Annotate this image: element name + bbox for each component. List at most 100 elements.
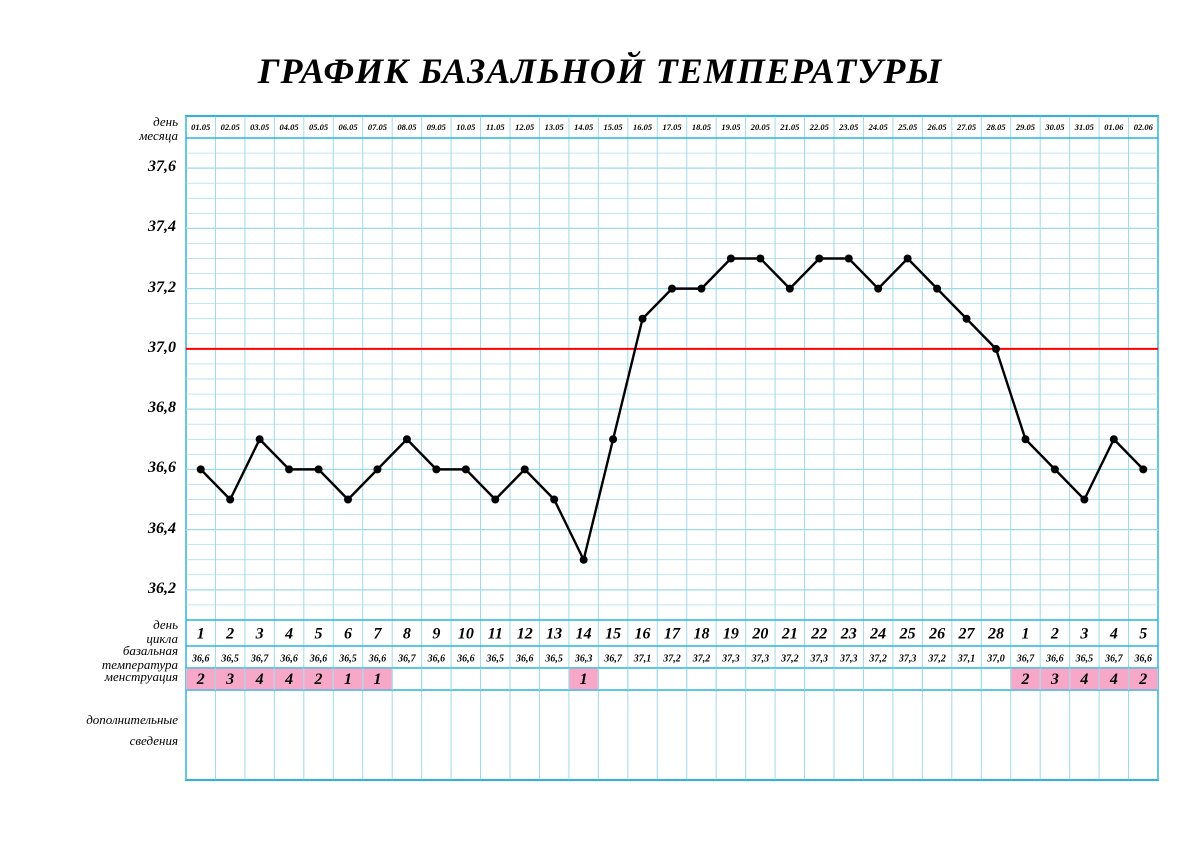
date-cell: 12.05 <box>515 122 535 132</box>
cycle-day-cell: 24 <box>869 626 886 643</box>
menstruation-cell: 1 <box>373 671 381 688</box>
date-cell: 15.05 <box>604 122 624 132</box>
temperature-cell: 37,3 <box>810 653 829 664</box>
menstruation-cell: 4 <box>255 671 264 688</box>
temperature-marker <box>697 285 705 293</box>
menstruation-cell: 2 <box>196 671 205 688</box>
temperature-marker <box>285 465 293 473</box>
y-tick-label: 36,6 <box>116 459 176 477</box>
temperature-cell: 36,5 <box>338 653 357 664</box>
date-cell: 26.05 <box>927 122 948 132</box>
temperature-marker <box>403 435 411 443</box>
date-cell: 05.05 <box>309 122 329 132</box>
temperature-marker <box>992 345 1000 353</box>
menstruation-cell: 3 <box>225 671 234 688</box>
temperature-cell: 37,1 <box>633 653 652 664</box>
y-tick-label: 36,2 <box>116 580 176 598</box>
cycle-day-cell: 19 <box>723 626 739 643</box>
temperature-cell: 37,3 <box>751 653 770 664</box>
cycle-day-cell: 6 <box>344 626 352 643</box>
cycle-day-cell: 10 <box>458 626 474 643</box>
temperature-cell: 36,5 <box>486 653 505 664</box>
cycle-day-cell: 22 <box>810 626 827 643</box>
temperature-cell: 36,6 <box>456 653 475 664</box>
temperature-cell: 36,6 <box>1045 653 1064 664</box>
temperature-marker <box>521 465 529 473</box>
date-cell: 25.05 <box>897 122 918 132</box>
date-cell: 08.05 <box>397 122 417 132</box>
date-cell: 01.05 <box>191 122 211 132</box>
temperature-cell: 36,7 <box>397 653 417 664</box>
date-cell: 09.05 <box>427 122 447 132</box>
temperature-marker <box>1080 496 1088 504</box>
cycle-day-cell: 8 <box>403 626 411 643</box>
temperature-marker <box>197 465 205 473</box>
date-cell: 28.05 <box>985 122 1006 132</box>
temperature-marker <box>756 255 764 263</box>
temperature-cell: 36,7 <box>250 653 270 664</box>
menstruation-cell: 2 <box>314 671 323 688</box>
temperature-cell: 37,2 <box>780 653 799 664</box>
temperature-cell: 36,3 <box>574 653 593 664</box>
date-cell: 10.05 <box>456 122 476 132</box>
cycle-day-cell: 7 <box>373 626 382 643</box>
date-cell: 22.05 <box>809 122 830 132</box>
menstruation-cell: 1 <box>580 671 588 688</box>
temperature-marker <box>344 496 352 504</box>
cycle-day-cell: 12 <box>517 626 533 643</box>
cycle-day-cell: 26 <box>928 626 945 643</box>
date-cell: 07.05 <box>368 122 388 132</box>
cycle-day-cell: 1 <box>1021 626 1029 643</box>
y-tick-label: 37,4 <box>116 218 176 236</box>
cycle-day-cell: 21 <box>781 626 798 643</box>
date-cell: 30.05 <box>1044 122 1065 132</box>
date-cell: 02.06 <box>1134 122 1154 132</box>
temperature-marker <box>874 285 882 293</box>
cycle-day-cell: 20 <box>751 626 768 643</box>
date-cell: 02.05 <box>221 122 241 132</box>
temperature-cell: 36,5 <box>220 653 239 664</box>
date-cell: 04.05 <box>280 122 300 132</box>
temperature-cell: 37,2 <box>927 653 946 664</box>
date-cell: 19.05 <box>721 122 741 132</box>
y-tick-label: 36,4 <box>116 520 176 538</box>
cycle-day-cell: 5 <box>1139 626 1147 643</box>
cycle-day-cell: 4 <box>1109 626 1118 643</box>
temperature-marker <box>580 556 588 564</box>
date-cell: 17.05 <box>662 122 682 132</box>
temperature-marker <box>550 496 558 504</box>
temperature-cell: 36,7 <box>603 653 623 664</box>
temperature-cell: 36,6 <box>427 653 446 664</box>
date-cell: 18.05 <box>692 122 712 132</box>
temperature-marker <box>1139 465 1147 473</box>
date-cell: 13.05 <box>545 122 565 132</box>
cycle-day-cell: 3 <box>1079 626 1088 643</box>
temperature-marker <box>315 465 323 473</box>
chart-svg: 01.0502.0503.0504.0505.0506.0507.0508.05… <box>0 0 1200 848</box>
menstruation-cell: 3 <box>1050 671 1059 688</box>
temperature-cell: 37,3 <box>839 653 858 664</box>
menstruation-cell: 4 <box>1109 671 1118 688</box>
cycle-day-cell: 1 <box>197 626 205 643</box>
temperature-marker <box>963 315 971 323</box>
date-cell: 27.05 <box>956 122 977 132</box>
temperature-marker <box>609 435 617 443</box>
temperature-cell: 36,6 <box>279 653 298 664</box>
date-cell: 06.05 <box>338 122 358 132</box>
temperature-cell: 36,5 <box>1075 653 1094 664</box>
cycle-day-cell: 9 <box>432 626 440 643</box>
menstruation-cell: 4 <box>1079 671 1088 688</box>
cycle-day-cell: 5 <box>315 626 323 643</box>
date-cell: 20.05 <box>750 122 771 132</box>
temperature-marker <box>639 315 647 323</box>
temperature-cell: 37,3 <box>898 653 917 664</box>
date-cell: 16.05 <box>633 122 653 132</box>
temperature-marker <box>1021 435 1029 443</box>
label-menstruation: менструация <box>0 670 178 684</box>
temperature-marker <box>1110 435 1118 443</box>
cycle-day-cell: 14 <box>576 626 592 643</box>
temperature-cell: 37,2 <box>662 653 681 664</box>
temperature-marker <box>668 285 676 293</box>
temperature-cell: 36,7 <box>1016 653 1036 664</box>
date-cell: 14.05 <box>574 122 594 132</box>
